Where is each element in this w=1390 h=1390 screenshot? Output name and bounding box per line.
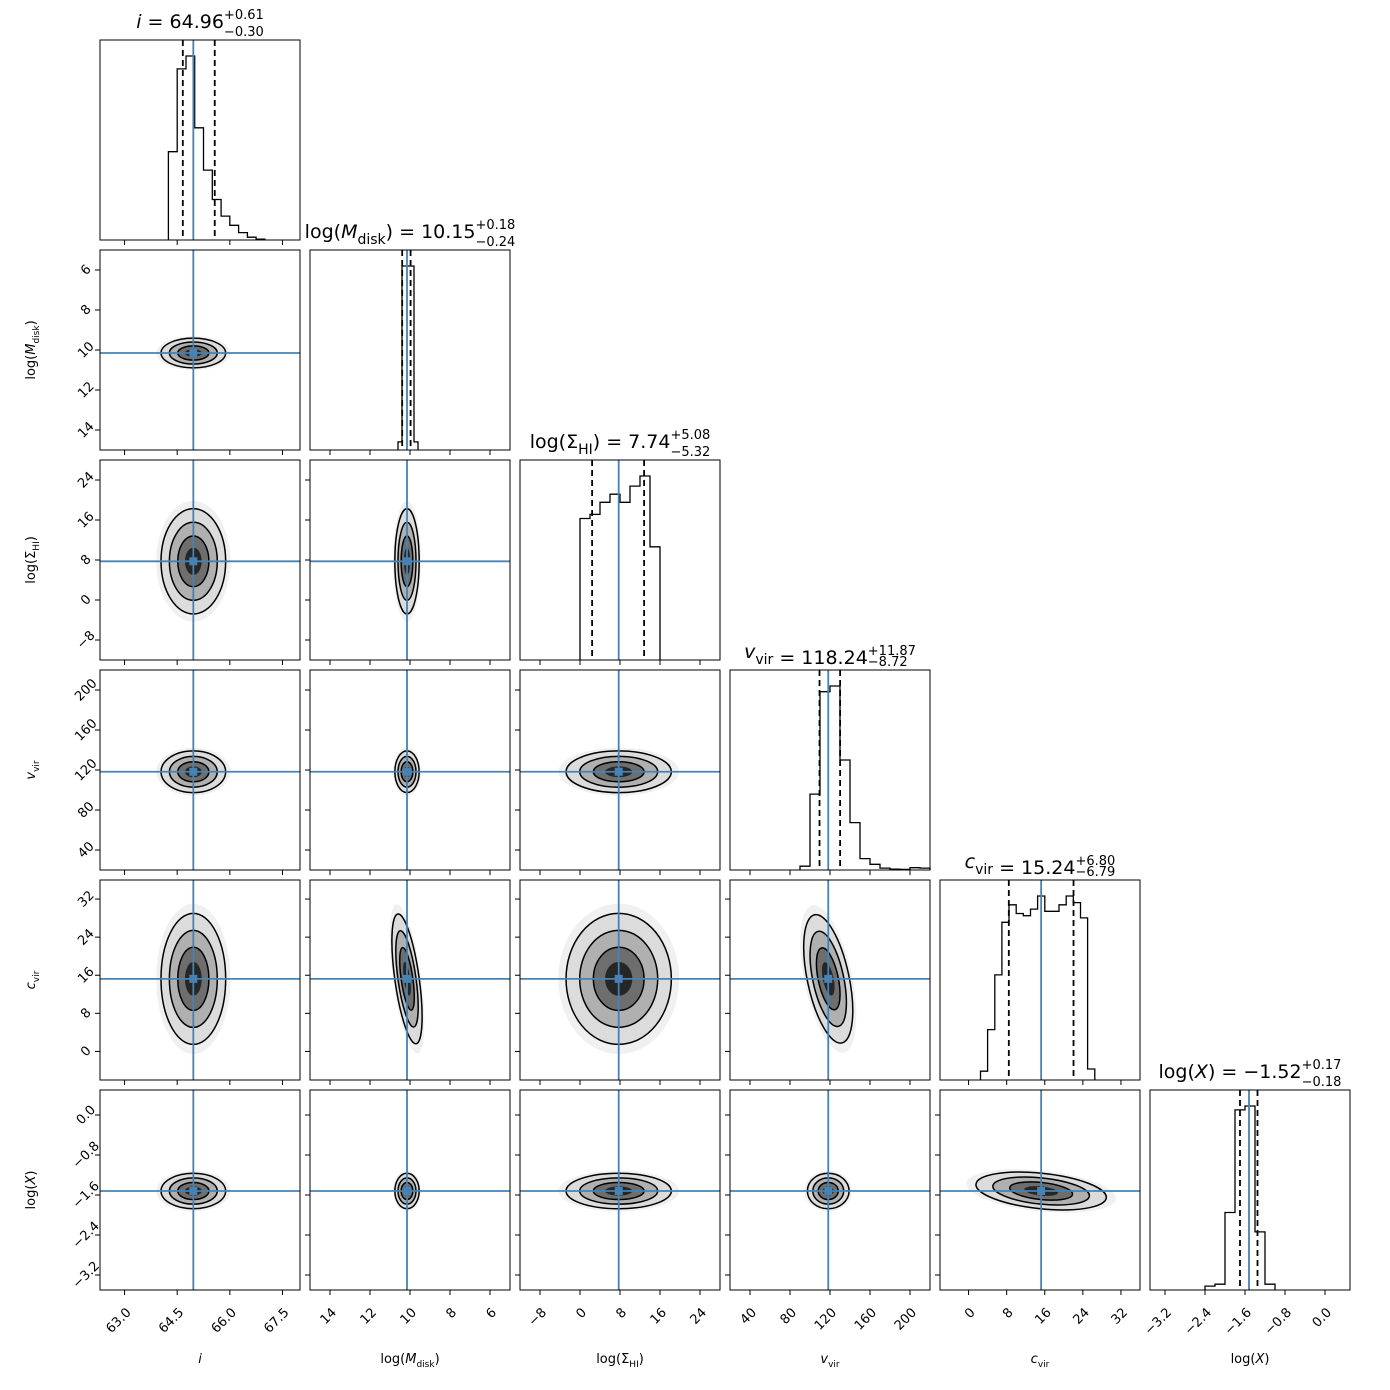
x-axis-label-cvir: cvir bbox=[1031, 1352, 1050, 1370]
y-axis-label-cvir: cvir bbox=[24, 970, 42, 989]
panel-title-minus-cvir: −6.79 bbox=[1075, 865, 1115, 880]
panel-title-minus-sigma: −5.32 bbox=[670, 445, 710, 460]
x-axis-label-logx: log(X) bbox=[1231, 1352, 1270, 1367]
truth-marker bbox=[614, 974, 623, 983]
truth-marker bbox=[403, 767, 411, 776]
panel-2d-cvir-vs-mdisk bbox=[305, 879, 511, 1085]
truth-marker bbox=[824, 974, 833, 983]
panel-title-i: i = 64.96+0.61 bbox=[136, 8, 264, 33]
panel-2d-vvir-vs-sigma bbox=[515, 669, 721, 875]
panel-hist-mdisk: log(Mdisk) = 10.15+0.18−0.24 bbox=[305, 218, 516, 455]
panel-frame bbox=[1149, 1089, 1351, 1291]
panel-frame bbox=[939, 879, 1141, 1081]
y-axis-label-logx: log(X) bbox=[24, 1171, 39, 1210]
panel-title-mdisk: log(Mdisk) = 10.15+0.18 bbox=[305, 218, 516, 248]
histogram-i bbox=[167, 55, 266, 240]
panel-frame bbox=[99, 39, 301, 241]
panel-hist-vvir: vvir = 118.24+11.87−8.72 bbox=[729, 641, 931, 875]
y-axis-label-vvir: vvir bbox=[24, 760, 42, 780]
x-axis-label-sigma: log(ΣHI) bbox=[596, 1352, 644, 1370]
truth-marker bbox=[403, 557, 411, 566]
panel-title-minus-mdisk: −0.24 bbox=[475, 235, 515, 250]
truth-marker bbox=[403, 1187, 411, 1195]
axis-labels-group: i log(Mdisk) log(ΣHI) vvir cvir log(X) log(Mdi… bbox=[24, 320, 1269, 1370]
truth-marker bbox=[614, 767, 623, 776]
panel-frame bbox=[99, 1089, 301, 1291]
truth-marker bbox=[1037, 1187, 1046, 1195]
truth-marker bbox=[824, 1187, 833, 1195]
panel-2d-sigma-vs-mdisk bbox=[305, 459, 511, 665]
panel-frame bbox=[939, 1089, 1141, 1291]
panel-hist-sigma: log(ΣHI) = 7.74+5.08−5.32 bbox=[519, 428, 721, 665]
panel-title-minus-vvir: −8.72 bbox=[868, 655, 908, 670]
truth-marker bbox=[403, 974, 411, 983]
histogram-cvir bbox=[979, 895, 1096, 1080]
histogram-logx bbox=[1204, 1105, 1276, 1290]
panel-hist-i: i = 64.96+0.61−0.30 bbox=[99, 8, 301, 245]
x-axis-label-mdisk: log(Mdisk) bbox=[380, 1352, 439, 1370]
x-axis-label-i: i bbox=[198, 1352, 202, 1367]
truth-marker bbox=[189, 767, 198, 776]
truth-marker bbox=[189, 1187, 198, 1195]
panel-2d-cvir-vs-sigma bbox=[515, 879, 721, 1085]
panel-2d-vvir-vs-mdisk bbox=[305, 669, 511, 875]
histogram-mdisk bbox=[397, 265, 419, 450]
panel-title-minus-logx: −0.18 bbox=[1302, 1075, 1342, 1090]
truth-marker bbox=[189, 557, 198, 566]
truth-marker bbox=[189, 974, 198, 983]
panel-2d-cvir-vs-vvir bbox=[725, 879, 931, 1085]
panel-2d-logx-vs-i: 63.0 64.5 66.0 67.5−3.2−2.4−1.6−0.80.0 bbox=[70, 1089, 301, 1336]
y-axis-label-sigma: log(ΣHI) bbox=[24, 536, 42, 584]
y-axis-label-mdisk: log(Mdisk) bbox=[24, 320, 42, 379]
panel-title-cvir: cvir = 15.24+6.80 bbox=[965, 851, 1116, 879]
histogram-sigma bbox=[579, 475, 661, 660]
panel-2d-logx-vs-sigma: −8 0 8 16 24 bbox=[515, 1089, 721, 1330]
truth-marker bbox=[614, 1187, 623, 1195]
panel-title-sigma: log(ΣHI) = 7.74+5.08 bbox=[530, 428, 711, 458]
x-axis-label-vvir: vvir bbox=[820, 1352, 840, 1370]
panel-title-logx: log(X) = −1.52+0.17 bbox=[1159, 1058, 1342, 1083]
panel-title-vvir: vvir = 118.24+11.87 bbox=[744, 641, 916, 669]
panel-hist-cvir: cvir = 15.24+6.80−6.79 bbox=[939, 851, 1141, 1085]
truth-marker bbox=[189, 349, 198, 357]
panel-frame bbox=[99, 879, 301, 1081]
panel-title-minus-i: −0.30 bbox=[224, 25, 264, 40]
